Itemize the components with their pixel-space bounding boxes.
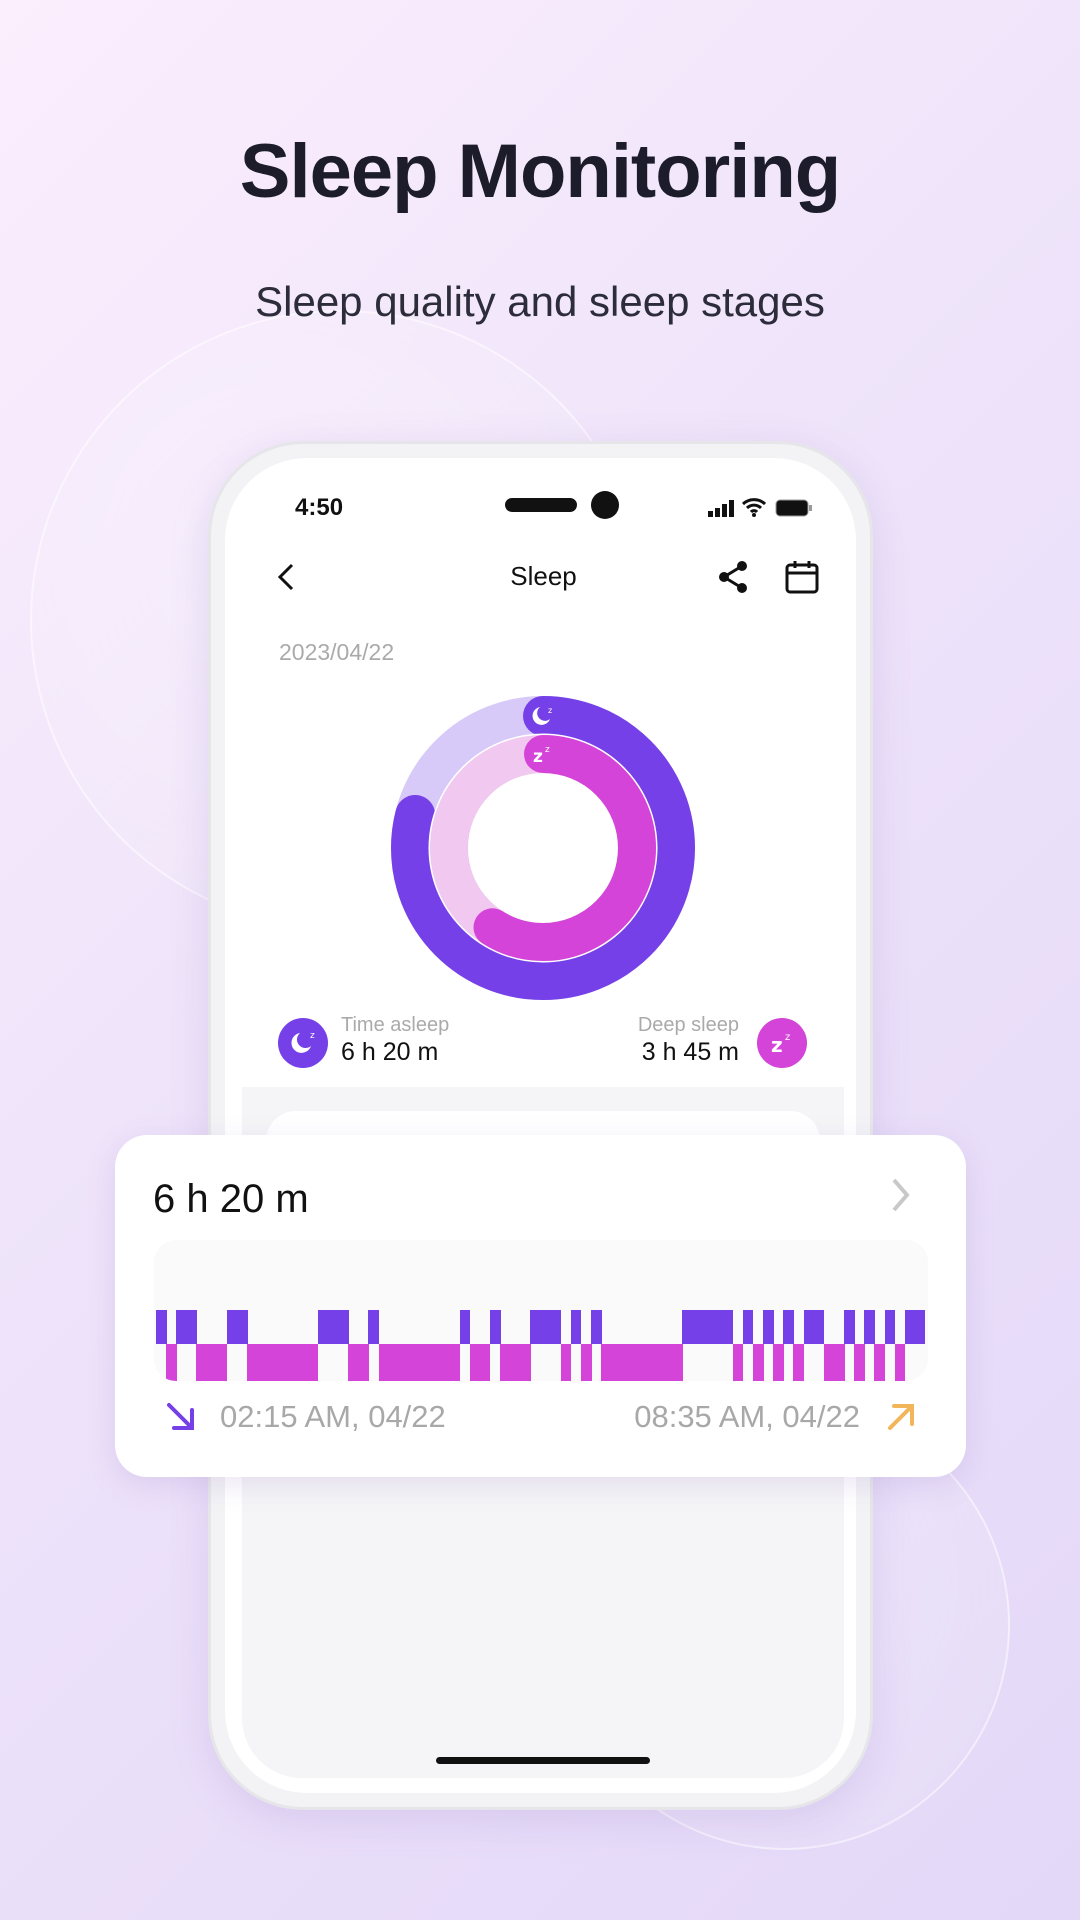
deep-sleep-label: Deep sleep	[637, 1014, 739, 1036]
calendar-icon[interactable]	[785, 560, 819, 594]
sleep-start-time: 02:15 AM, 04/22	[220, 1399, 446, 1434]
camera	[591, 491, 619, 519]
battery-icon	[775, 499, 812, 517]
light-sleep-segment	[368, 1310, 380, 1344]
light-sleep-segment	[682, 1310, 734, 1344]
wifi-icon	[741, 498, 767, 517]
light-sleep-segment	[176, 1310, 197, 1344]
light-sleep-segment	[803, 1310, 825, 1344]
deep-sleep-segment	[166, 1344, 177, 1381]
signal-icon	[708, 500, 734, 517]
deep-sleep-segment	[823, 1344, 845, 1381]
light-sleep-segment	[489, 1310, 501, 1344]
deep-sleep-segment	[874, 1344, 886, 1381]
sleep-start-arrow-icon	[167, 1403, 194, 1430]
card-duration: 6 h 20 m	[153, 1177, 309, 1221]
light-sleep-segment	[156, 1310, 167, 1344]
light-sleep-segment	[226, 1310, 248, 1344]
deep-sleep-segment	[348, 1344, 369, 1381]
light-sleep-segment	[459, 1310, 471, 1344]
svg-text:z: z	[310, 1031, 315, 1041]
moon-icon: z	[278, 1018, 328, 1068]
deep-sleep-segment	[500, 1344, 531, 1381]
light-sleep-segment	[783, 1310, 794, 1344]
svg-text:z: z	[533, 747, 543, 767]
page-subtitle: Sleep quality and sleep stages	[255, 278, 825, 325]
home-indicator	[436, 1757, 650, 1764]
time-asleep-value: 6 h 20 m	[341, 1038, 439, 1066]
light-sleep-segment	[570, 1310, 582, 1344]
deep-sleep-segment	[378, 1344, 461, 1381]
sleep-stage-chart	[154, 1240, 928, 1381]
deep-sleep-segment	[196, 1344, 228, 1381]
light-sleep-segment	[317, 1310, 349, 1344]
light-sleep-segment	[844, 1310, 855, 1344]
dynamic-island	[505, 498, 577, 512]
moon-icon: z	[528, 701, 558, 731]
status-time: 4:50	[295, 494, 344, 521]
deep-sleep-segment	[601, 1344, 683, 1381]
light-sleep-segment	[864, 1310, 875, 1344]
svg-text:z: z	[548, 706, 552, 715]
deep-sleep-segment	[560, 1344, 572, 1381]
page-title: Sleep Monitoring	[239, 129, 841, 214]
deep-sleep-segment	[793, 1344, 805, 1381]
back-button[interactable]	[275, 562, 299, 592]
deep-sleep-segment	[732, 1344, 744, 1381]
deep-sleep-segment	[894, 1344, 906, 1381]
wake-time: 08:35 AM, 04/22	[634, 1399, 860, 1434]
deep-sleep-segment	[469, 1344, 491, 1381]
light-sleep-segment	[904, 1310, 926, 1344]
light-sleep-segment	[591, 1310, 602, 1344]
wake-arrow-icon	[888, 1404, 914, 1430]
deep-sleep-segment	[580, 1344, 592, 1381]
deep-sleep-segment	[854, 1344, 865, 1381]
date-label: 2023/04/22	[279, 639, 395, 665]
deep-sleep-segment	[752, 1344, 764, 1381]
deep-sleep-value: 3 h 45 m	[641, 1038, 739, 1066]
light-sleep-segment	[884, 1310, 896, 1344]
time-asleep-label: Time asleep	[341, 1014, 450, 1036]
share-icon[interactable]	[717, 560, 749, 594]
deep-sleep-segment	[247, 1344, 319, 1381]
light-sleep-segment	[742, 1310, 754, 1344]
chevron-right-icon[interactable]	[889, 1177, 913, 1213]
light-sleep-segment	[530, 1310, 562, 1344]
light-sleep-segment	[763, 1310, 774, 1344]
svg-text:z: z	[771, 1033, 783, 1057]
deep-sleep-segment	[773, 1344, 784, 1381]
svg-text:z: z	[785, 1032, 790, 1043]
svg-text:z: z	[545, 745, 550, 755]
deep-sleep-arc	[430, 735, 656, 961]
nav-title: Sleep	[510, 561, 577, 591]
sleep-stage-card[interactable]: 6 h 20 m 02:15 AM, 04/22 08:35 AM, 04/22	[115, 1135, 966, 1477]
